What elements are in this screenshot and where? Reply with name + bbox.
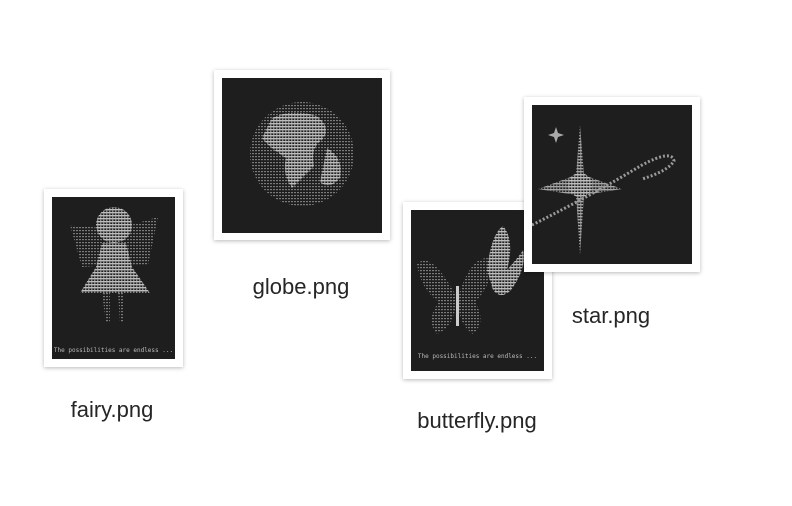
thumbnail <box>524 97 700 272</box>
file-name: star.png <box>571 303 651 328</box>
file-name: globe.png <box>252 274 350 299</box>
caption: The possibilities are endless ... <box>417 353 538 360</box>
thumbnail-image: The possibilities are endless ... <box>52 197 175 359</box>
thumbnail-image <box>532 105 692 264</box>
file-name: butterfly.png <box>417 408 537 433</box>
file-name: fairy.png <box>70 397 154 422</box>
thumbnail-image: The possibilities are endless ... <box>411 210 544 371</box>
fairy-art <box>70 207 158 323</box>
butterfly-art <box>417 226 524 334</box>
star-art <box>532 125 676 255</box>
thumbnail <box>214 70 390 240</box>
thumbnail-image <box>222 78 382 233</box>
globe-art <box>250 102 354 206</box>
thumbnail: The possibilities are endless ... <box>44 189 183 367</box>
caption: The possibilities are endless ... <box>53 347 174 354</box>
